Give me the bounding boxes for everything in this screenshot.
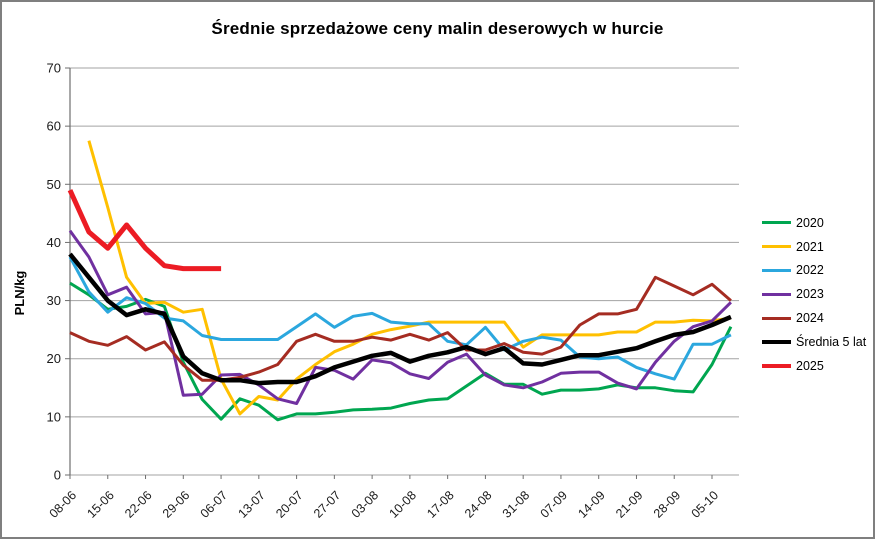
x-tick-label: 08-06 xyxy=(47,488,80,521)
legend-item-2023: 2023 xyxy=(762,282,866,306)
y-tick-label: 60 xyxy=(47,119,61,134)
x-tick-label: 03-08 xyxy=(349,488,382,521)
chart-title: Średnie sprzedażowe ceny malin deserowyc… xyxy=(211,19,664,38)
y-tick-label: 20 xyxy=(47,351,61,366)
series-line-2023 xyxy=(68,229,732,405)
x-tick-label: 17-08 xyxy=(424,488,457,521)
x-tick-label: 28-09 xyxy=(651,488,684,521)
x-tick-label: 14-09 xyxy=(575,488,608,521)
series-line-2021 xyxy=(87,140,732,416)
series-line-2025 xyxy=(67,189,222,272)
legend-item-2024: 2024 xyxy=(762,306,866,330)
legend-label: 2023 xyxy=(796,287,824,302)
legend-label: 2021 xyxy=(796,239,824,254)
legend-item-2020: 2020 xyxy=(762,211,866,235)
legend-label: Średnia 5 lat xyxy=(796,334,867,349)
legend-label: 2022 xyxy=(796,263,824,278)
legend-swatch-icon xyxy=(762,221,791,225)
y-tick-label: 70 xyxy=(47,61,61,76)
legend-swatch-icon xyxy=(762,316,791,320)
legend-swatch-icon xyxy=(762,339,791,344)
series-line-Średnia-5-lat xyxy=(68,252,732,386)
legend-label: 2025 xyxy=(796,358,824,373)
legend-item-Średnia-5-lat: Średnia 5 lat xyxy=(762,330,866,354)
y-tick-label: 10 xyxy=(47,409,61,424)
legend: 2020 2021 2022 2023 2024 Średnia 5 lat 2025 xyxy=(762,211,866,378)
y-tick-label: 40 xyxy=(47,235,61,250)
x-tick-label: 22-06 xyxy=(122,488,155,521)
y-tick-label: 30 xyxy=(47,293,61,308)
x-tick-label: 20-07 xyxy=(273,488,306,521)
series-line-2024 xyxy=(69,275,732,382)
x-tick-label: 10-08 xyxy=(386,488,419,521)
y-tick-label: 50 xyxy=(47,177,61,192)
x-tick-label: 06-07 xyxy=(198,488,231,521)
legend-swatch-icon xyxy=(762,268,791,272)
x-tick-label: 27-07 xyxy=(311,488,344,521)
x-tick-label: 24-08 xyxy=(462,488,495,521)
legend-item-2025: 2025 xyxy=(762,354,866,378)
x-tick-label: 05-10 xyxy=(689,488,722,521)
legend-swatch-icon xyxy=(762,292,791,296)
y-tick-label: 0 xyxy=(54,468,61,483)
y-axis-title: PLN/kg xyxy=(12,270,27,316)
x-tick-label: 31-08 xyxy=(500,488,533,521)
x-tick-label: 07-09 xyxy=(538,488,571,521)
x-tick-label: 21-09 xyxy=(613,488,646,521)
legend-item-2022: 2022 xyxy=(762,259,866,283)
legend-swatch-icon xyxy=(762,363,791,368)
legend-label: 2024 xyxy=(796,311,824,326)
series-line-2022 xyxy=(68,256,732,381)
x-tick-label: 13-07 xyxy=(235,488,268,521)
x-tick-label: 15-06 xyxy=(84,488,117,521)
legend-item-2021: 2021 xyxy=(762,235,866,259)
legend-label: 2020 xyxy=(796,215,824,230)
x-tick-label: 29-06 xyxy=(160,488,193,521)
legend-swatch-icon xyxy=(762,245,791,249)
